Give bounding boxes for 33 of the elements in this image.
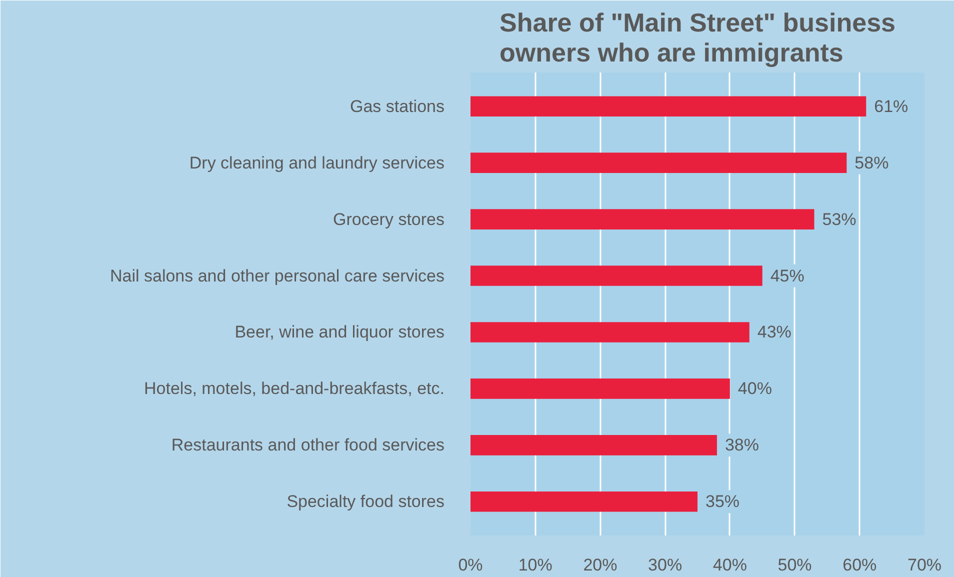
- x-tick-label: 60%: [842, 556, 877, 574]
- bar: [470, 152, 847, 174]
- y-tick-label: Grocery stores: [333, 210, 445, 229]
- y-tick-label: Nail salons and other personal care services: [110, 266, 445, 286]
- y-tick-label: Beer, wine and liquor stores: [234, 322, 445, 342]
- y-tick-label: Gas stations: [350, 96, 445, 116]
- data-label: 38%: [724, 436, 759, 455]
- data-label: 40%: [738, 379, 772, 398]
- bar: [470, 378, 730, 399]
- y-tick-label: Restaurants and other food services: [171, 436, 445, 455]
- data-label: 45%: [770, 266, 804, 286]
- bar: [470, 96, 866, 117]
- x-tick-label: 0%: [458, 556, 483, 574]
- data-label: 35%: [706, 492, 740, 512]
- bar: [470, 209, 814, 230]
- chart-title: Share of "Main Street" business owners who are immigrants: [500, 8, 896, 68]
- x-tick-label: 20%: [583, 556, 618, 574]
- bar: [470, 322, 750, 342]
- bar: [470, 491, 698, 512]
- y-tick-label: Dry cleaning and laundry services: [189, 153, 444, 172]
- y-tick-label: Hotels, motels, bed-and-breakfasts, etc.: [144, 379, 445, 398]
- data-label: 43%: [757, 322, 792, 342]
- data-label: 53%: [822, 210, 856, 229]
- bar: [470, 266, 762, 286]
- bar: [470, 434, 717, 456]
- x-tick-label: 30%: [648, 556, 682, 574]
- y-tick-label: Specialty food stores: [286, 492, 445, 512]
- x-tick-label: 70%: [907, 556, 942, 574]
- data-label: 61%: [874, 96, 908, 116]
- x-tick-label: 50%: [778, 556, 812, 574]
- data-label: 58%: [854, 153, 889, 172]
- x-tick-label: 40%: [712, 556, 747, 574]
- x-tick-label: 10%: [518, 556, 552, 574]
